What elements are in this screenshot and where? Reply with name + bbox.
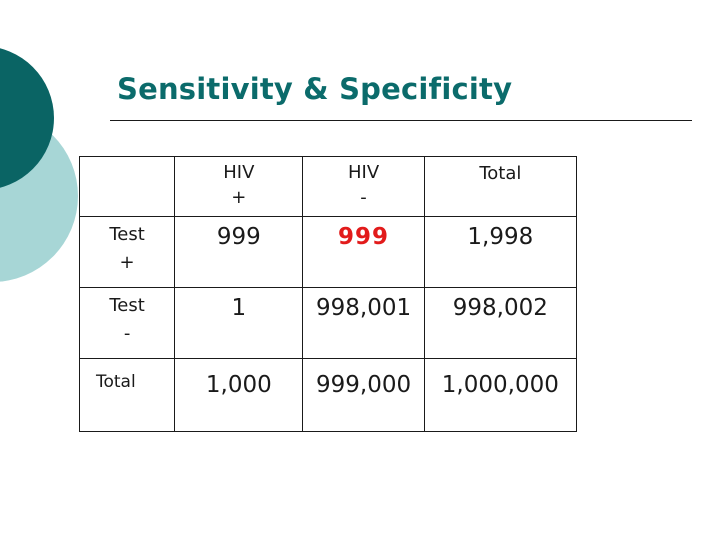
table-row: Test + 999 999 1,998 bbox=[78, 216, 578, 288]
dark-circle bbox=[0, 48, 54, 188]
table-cell: 1,998 bbox=[423, 216, 578, 288]
table-cell: 999,000 bbox=[302, 358, 425, 432]
header-cell-total: Total bbox=[423, 156, 578, 217]
page-title: Sensitivity & Specificity bbox=[117, 72, 513, 106]
cell-value: 999 bbox=[216, 224, 261, 250]
table-cell: 999 bbox=[174, 216, 304, 288]
header-corner-cell bbox=[78, 156, 176, 217]
table-cell: 1 bbox=[174, 287, 304, 359]
header-line: HIV bbox=[223, 162, 255, 183]
table-cell: 998,002 bbox=[423, 287, 578, 359]
confusion-matrix-table: HIV + HIV - Total Test + 999 999 1,998 T… bbox=[78, 156, 578, 432]
cell-value: 998,001 bbox=[315, 295, 412, 321]
row-label-total: Total bbox=[78, 358, 176, 432]
header-line: Total bbox=[479, 163, 522, 184]
header-line: HIV bbox=[347, 162, 380, 183]
table-cell: 998,001 bbox=[302, 287, 425, 359]
cell-value: 1,998 bbox=[467, 224, 534, 250]
decorative-circles bbox=[0, 0, 110, 300]
row-label-line: + bbox=[119, 252, 135, 273]
table-row: Test - 1 998,001 998,002 bbox=[78, 287, 578, 359]
cell-value: 998,002 bbox=[452, 295, 548, 321]
cell-value: 1 bbox=[231, 295, 247, 321]
row-label-test-negative: Test - bbox=[78, 287, 176, 359]
row-label-line: - bbox=[123, 323, 131, 344]
title-divider bbox=[110, 120, 692, 121]
table-cell: 1,000,000 bbox=[423, 358, 578, 432]
cell-value-highlighted: 999 bbox=[338, 224, 390, 250]
header-cell-hiv-negative: HIV - bbox=[302, 156, 425, 217]
table-row: Total 1,000 999,000 1,000,000 bbox=[78, 358, 578, 432]
table-cell-highlighted: 999 bbox=[302, 216, 425, 288]
row-label-line: Test bbox=[109, 224, 145, 245]
cell-value: 999,000 bbox=[315, 372, 412, 398]
row-label-line: Total bbox=[96, 372, 136, 392]
cell-value: 1,000 bbox=[205, 372, 272, 398]
row-label-test-positive: Test + bbox=[78, 216, 176, 288]
cell-value: 1,000,000 bbox=[441, 372, 559, 398]
row-label-line: Test bbox=[109, 295, 145, 316]
header-cell-hiv-positive: HIV + bbox=[174, 156, 304, 217]
table-cell: 1,000 bbox=[174, 358, 304, 432]
header-line: + bbox=[231, 187, 247, 208]
table-header-row: HIV + HIV - Total bbox=[78, 156, 578, 217]
header-line: - bbox=[360, 187, 367, 208]
